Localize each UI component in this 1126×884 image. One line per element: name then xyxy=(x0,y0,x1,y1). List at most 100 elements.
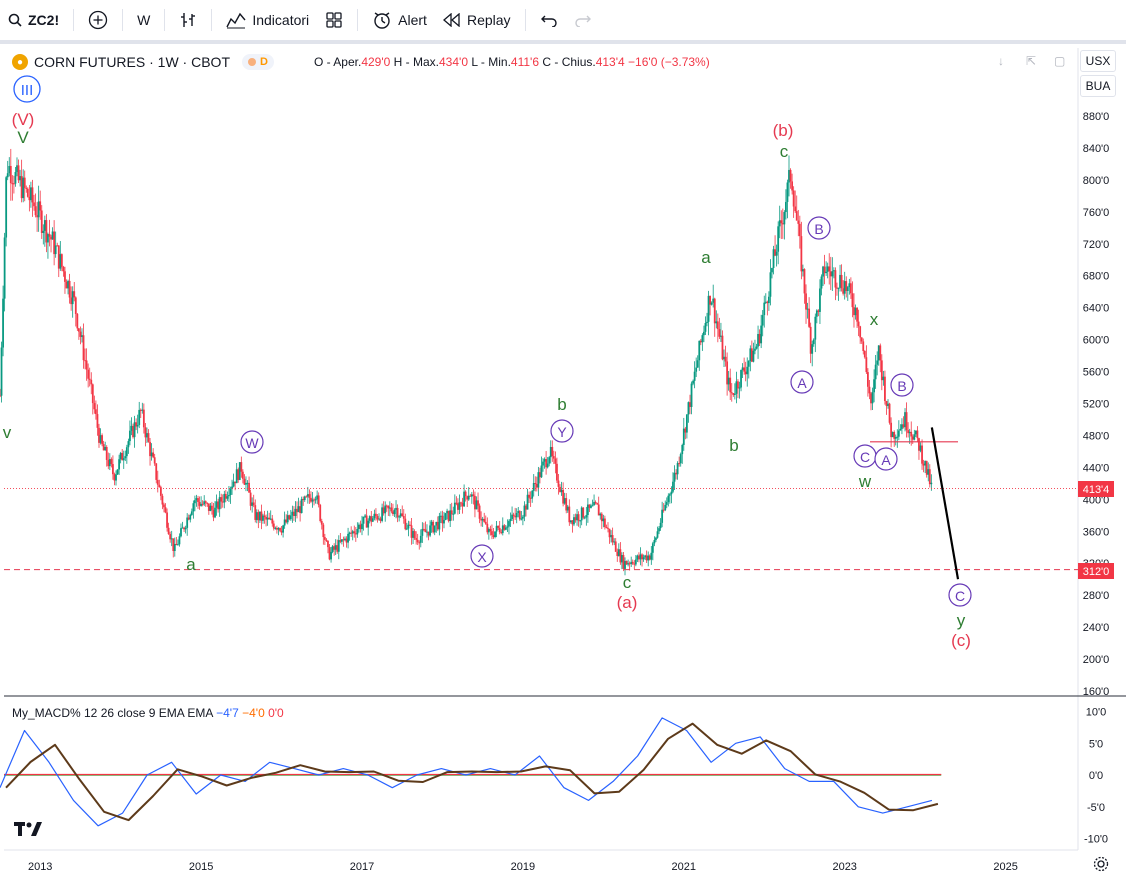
candle-body xyxy=(483,518,486,522)
candle-body xyxy=(693,371,696,381)
candle-body xyxy=(664,504,667,511)
indicators-button[interactable]: Indicatori xyxy=(218,2,317,38)
candle-body xyxy=(272,523,275,529)
candle-body xyxy=(404,518,407,530)
candle-body xyxy=(901,424,903,429)
candle-body xyxy=(599,513,602,516)
symbol-search[interactable]: ZC2! xyxy=(0,2,67,38)
time-axis[interactable]: 2013 2015 2017 2019 2021 2023 2025 xyxy=(28,861,1018,873)
candle-body xyxy=(118,459,121,470)
expand-icon[interactable]: ⇱ xyxy=(1026,54,1037,68)
candle-body xyxy=(204,501,207,503)
candle-body xyxy=(42,230,45,233)
macd-axis[interactable]: 10'0 5'0 0'0 -5'0 -10'0 xyxy=(1084,707,1108,846)
compare-button[interactable] xyxy=(80,2,116,38)
alert-button[interactable]: Alert xyxy=(364,2,435,38)
candle-body xyxy=(650,552,653,560)
wave-circle-W xyxy=(240,430,264,454)
high-label: H - Max. xyxy=(393,55,439,69)
candle-body xyxy=(354,533,357,535)
candle-body xyxy=(381,507,384,521)
gear-icon[interactable] xyxy=(1093,856,1109,877)
candle-body xyxy=(68,280,71,298)
candle-body xyxy=(269,518,272,520)
candle-body xyxy=(689,402,691,407)
candle-body xyxy=(484,521,487,524)
projection-line[interactable] xyxy=(930,427,960,580)
layouts-button[interactable] xyxy=(317,2,351,38)
candle-body xyxy=(20,176,23,199)
candle-body xyxy=(458,502,461,510)
candle-body xyxy=(57,245,60,269)
candle-body xyxy=(888,403,891,423)
price-axis[interactable]: 880'0 840'0 800'0 760'0 720'0 680'0 640'0 600'0… xyxy=(1083,111,1110,698)
price-tick: 480'0 xyxy=(1083,430,1110,442)
candle-body xyxy=(774,249,776,256)
candle-body xyxy=(453,502,456,514)
candle-body xyxy=(43,220,46,231)
candle-body xyxy=(556,463,558,481)
candle-body xyxy=(379,518,382,521)
candle-body xyxy=(870,393,872,404)
maximize-icon[interactable]: ▢ xyxy=(1054,54,1066,68)
candle-body xyxy=(887,403,889,406)
wave-label-a2: a xyxy=(701,248,711,267)
unit-button[interactable]: BUA xyxy=(1080,75,1116,97)
candle-body xyxy=(308,494,311,498)
candle-body xyxy=(348,532,351,534)
undo-button[interactable] xyxy=(532,2,566,38)
wave-label-x: x xyxy=(870,310,879,329)
candle-body xyxy=(294,508,297,516)
candle-body xyxy=(201,503,204,505)
candle-body xyxy=(115,474,117,481)
candle-body xyxy=(521,516,524,519)
currency-button[interactable]: USX xyxy=(1080,50,1116,72)
candle-body xyxy=(913,434,916,440)
interval-button[interactable]: W xyxy=(129,2,158,38)
candle-body xyxy=(424,529,427,533)
candle-body xyxy=(763,302,766,316)
candle-body xyxy=(627,563,630,565)
candle-body xyxy=(150,452,153,457)
candle-body xyxy=(735,381,738,394)
candle-body xyxy=(526,494,529,510)
candle-body xyxy=(655,537,657,540)
time-tick: 2013 xyxy=(28,861,52,873)
redo-button[interactable] xyxy=(566,2,600,38)
candle-body xyxy=(99,435,102,443)
candle-body xyxy=(430,521,433,526)
wave-circle-B1 xyxy=(807,216,831,240)
candle-body xyxy=(342,539,345,541)
tradingview-logo[interactable] xyxy=(14,820,44,844)
candle-body xyxy=(596,503,599,505)
candle-body xyxy=(314,499,317,501)
candle-body xyxy=(313,499,315,501)
candle-body xyxy=(825,271,828,274)
delay-badge[interactable]: D xyxy=(242,54,274,70)
candle-body xyxy=(823,266,826,274)
candle-body xyxy=(262,515,264,521)
chart-type-button[interactable] xyxy=(171,2,205,38)
price-tick: 360'0 xyxy=(1083,526,1110,538)
candle-body xyxy=(393,509,396,515)
candle-body xyxy=(460,502,462,504)
macd-name: My_MACD% 12 26 close 9 EMA EMA xyxy=(12,706,213,720)
candle-body xyxy=(217,501,220,510)
candle-body xyxy=(730,392,733,394)
macd-legend[interactable]: My_MACD% 12 26 close 9 EMA EMA −4'7 −4'0… xyxy=(12,706,284,720)
price-tick: 520'0 xyxy=(1083,399,1110,411)
candle-body xyxy=(446,510,448,514)
replay-button[interactable]: Replay xyxy=(435,2,519,38)
chart-legend[interactable]: ● CORN FUTURES · 1W · CBOT D O - Aper.42… xyxy=(12,52,710,72)
arrow-down-icon[interactable]: ↓ xyxy=(998,54,1004,68)
price-tick: 600'0 xyxy=(1083,335,1110,347)
candle-body xyxy=(907,430,910,434)
wave-label-V-small: V xyxy=(17,128,29,147)
candle-body xyxy=(687,402,690,415)
candle-body xyxy=(427,531,430,536)
candle-body xyxy=(9,165,12,184)
candle-body xyxy=(896,436,899,438)
candle-body xyxy=(486,523,489,533)
candle-body xyxy=(867,372,869,387)
